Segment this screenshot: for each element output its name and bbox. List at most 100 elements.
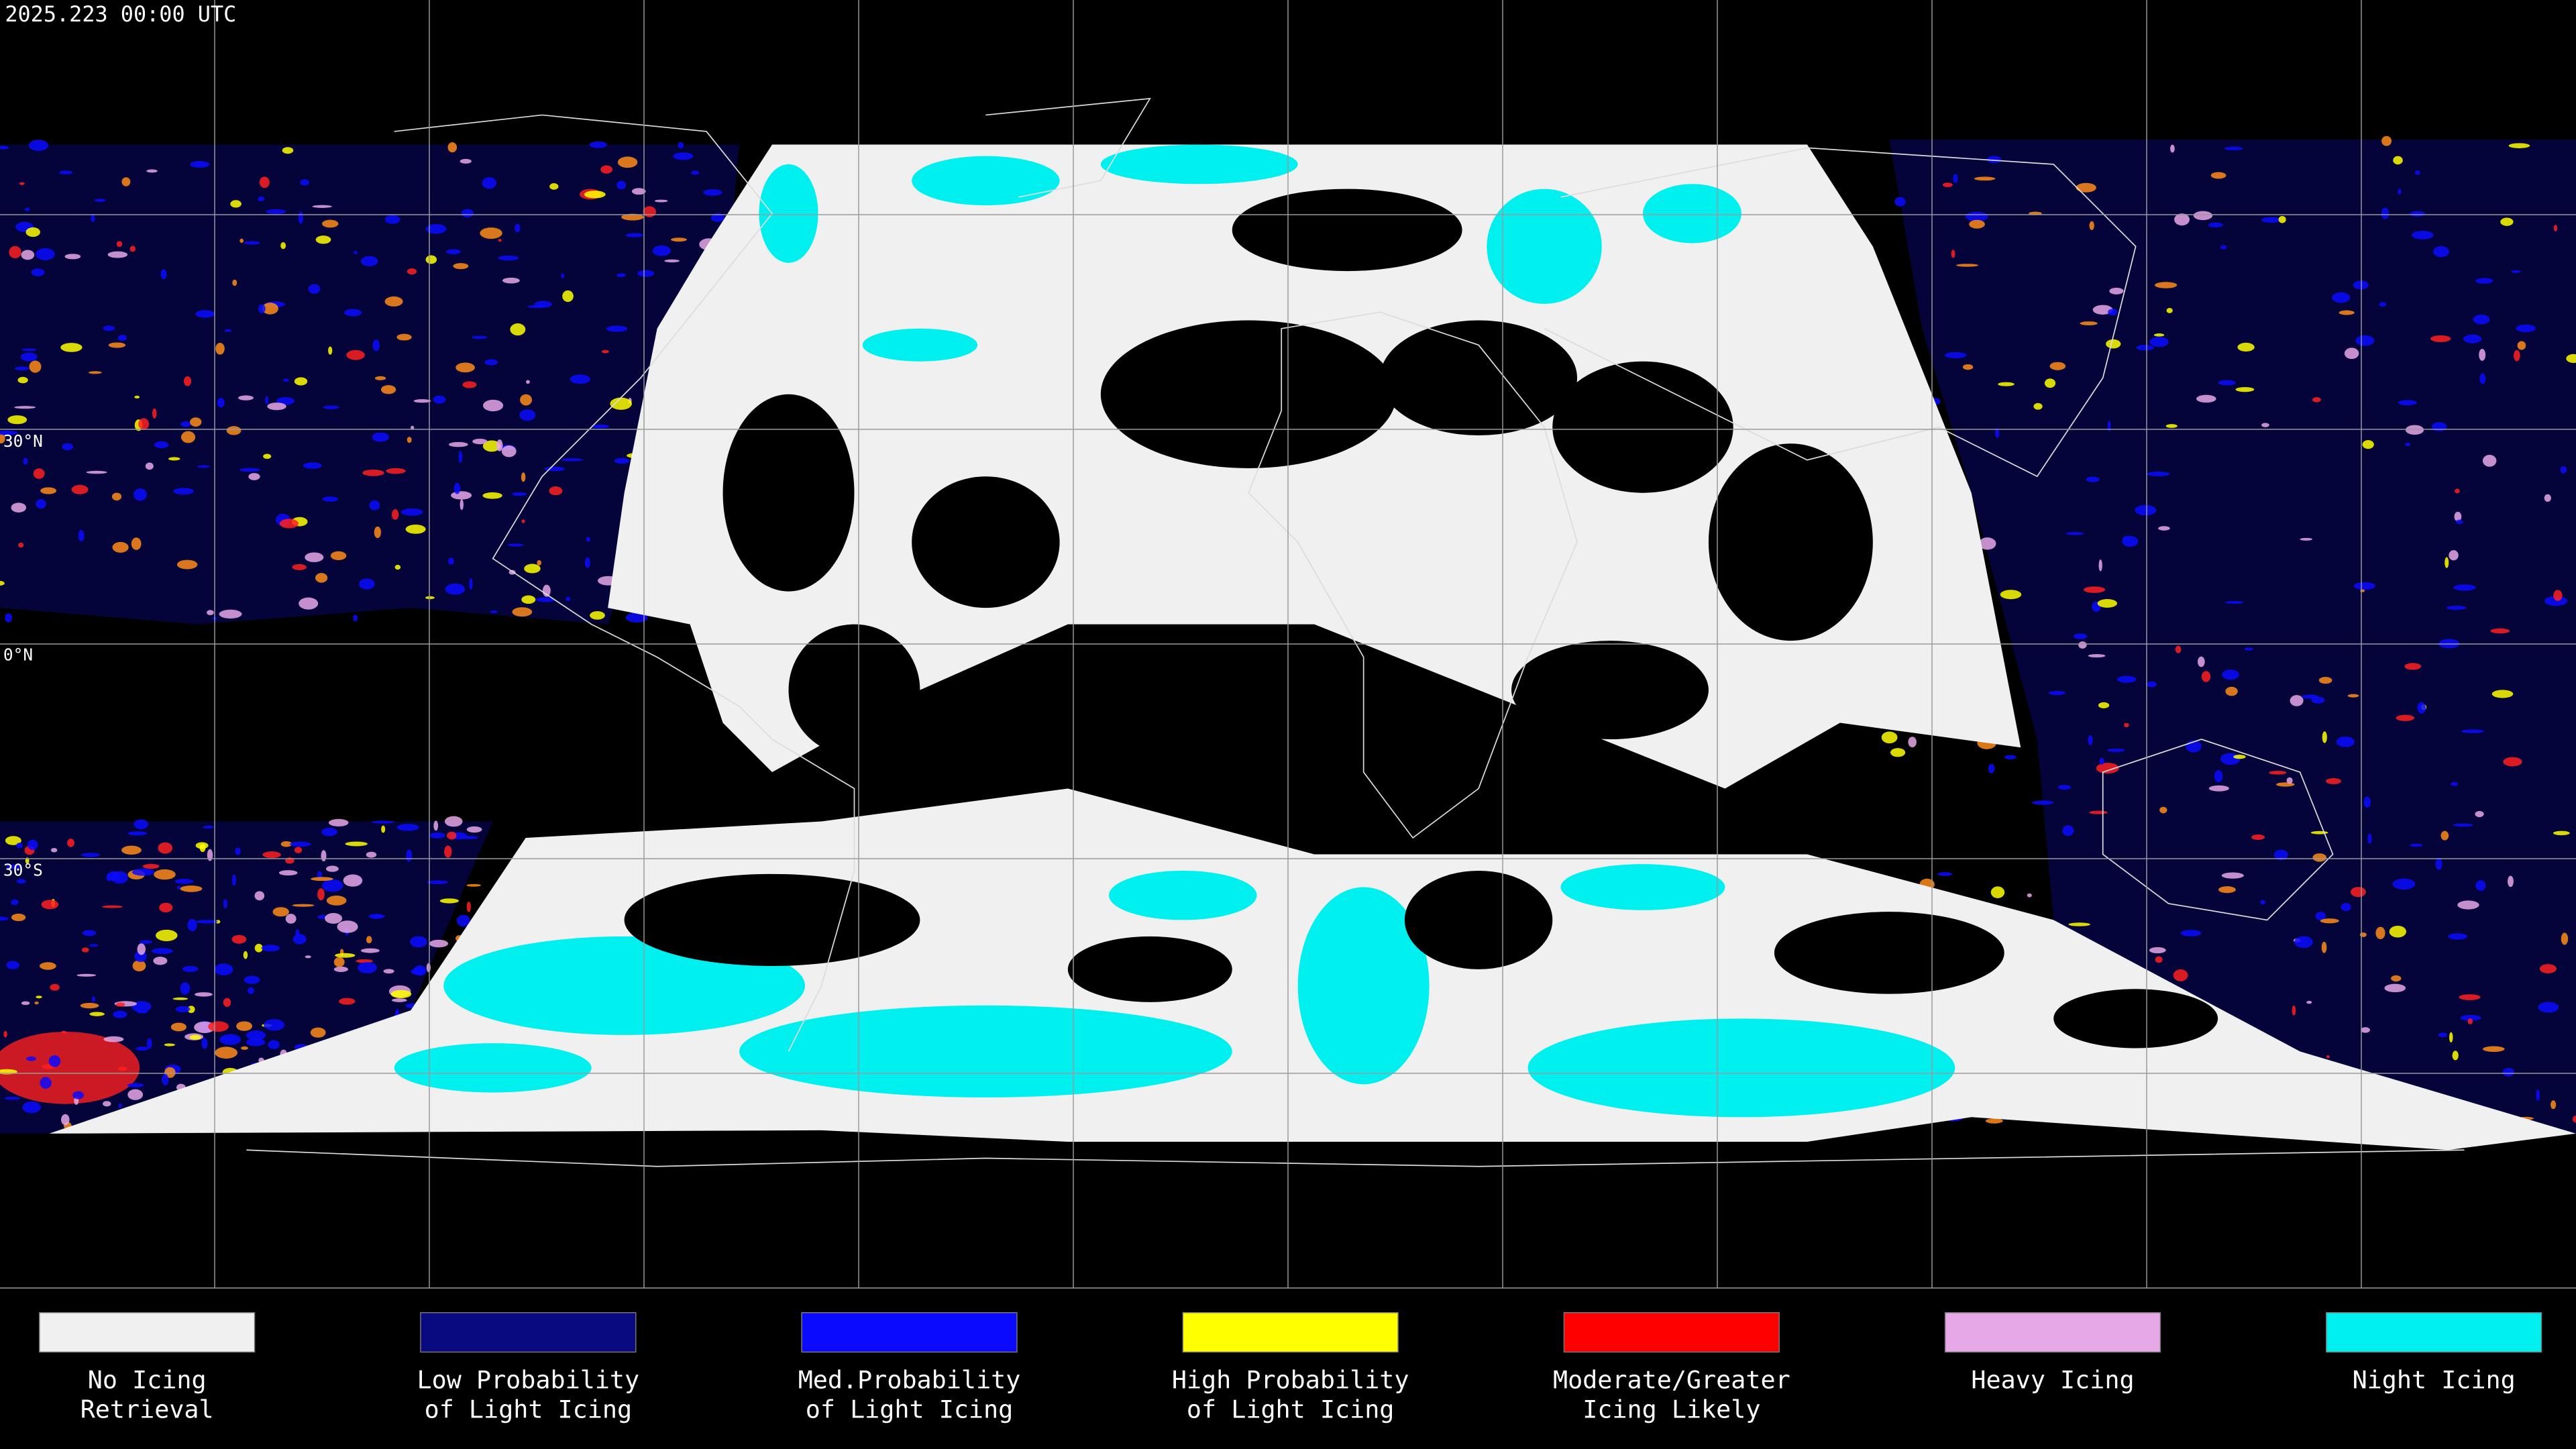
icing-speckle	[21, 250, 35, 260]
icing-speckle	[266, 209, 286, 214]
icing-speckle	[2180, 930, 2202, 936]
icing-speckle	[2098, 559, 2102, 572]
icing-speckle	[196, 920, 218, 924]
icing-speckle	[2475, 810, 2484, 818]
icing-speckle	[360, 256, 378, 266]
icing-speckle	[174, 879, 194, 884]
icing-speckle	[2440, 830, 2449, 841]
icing-speckle	[549, 486, 563, 496]
icing-speckle	[2122, 536, 2139, 547]
icing-speckle	[322, 219, 339, 228]
icing-speckle	[515, 223, 521, 233]
icing-speckle	[337, 920, 358, 933]
icing-speckle	[88, 371, 102, 374]
icing-speckle	[2032, 800, 2053, 805]
icing-speckle	[466, 883, 481, 887]
icing-speckle	[2173, 969, 2188, 981]
icing-speckle	[2290, 695, 2304, 706]
icing-speckle	[2233, 754, 2246, 759]
icing-speckle	[333, 957, 345, 967]
icing-speckle	[129, 246, 136, 252]
icing-speckle	[16, 842, 23, 849]
icing-speckle	[25, 227, 40, 237]
icing-speckle	[226, 426, 241, 435]
icing-speckle	[0, 433, 5, 443]
icing-speckle	[2452, 1051, 2459, 1061]
icing-speckle	[2539, 964, 2557, 974]
icing-speckle	[61, 1114, 70, 1126]
icing-speckle	[472, 335, 488, 339]
icing-speckle	[115, 1002, 125, 1007]
icing-speckle	[254, 943, 263, 953]
icing-speckle	[385, 215, 400, 224]
icing-speckle	[2414, 170, 2420, 175]
icing-speckle	[217, 397, 225, 408]
icing-speckle	[190, 417, 202, 427]
icing-speckle	[136, 1046, 149, 1051]
icing-speckle	[127, 831, 148, 836]
icing-speckle	[36, 499, 46, 509]
legend-swatch	[1182, 1312, 1399, 1353]
icing-speckle	[333, 966, 348, 972]
icing-speckle	[429, 939, 449, 948]
icing-speckle	[2106, 748, 2125, 752]
legend-label: Heavy Icing	[1971, 1365, 2134, 1394]
icing-speckle	[2000, 590, 2022, 600]
icing-speckle	[64, 254, 81, 260]
legend-label: Night Icing	[2353, 1365, 2516, 1394]
icing-speckle	[2445, 557, 2449, 568]
icing-speckle	[2384, 983, 2406, 993]
icing-speckle	[2502, 1067, 2515, 1077]
icing-speckle	[2044, 378, 2056, 388]
icing-speckle	[139, 940, 153, 944]
icing-speckle	[40, 487, 57, 494]
icing-speckle	[127, 1083, 144, 1087]
icing-speckle	[182, 965, 199, 972]
icing-speckle	[2455, 488, 2460, 494]
icing-speckle	[21, 1001, 30, 1006]
icing-speckle	[172, 997, 189, 1000]
icing-speckle	[29, 360, 42, 373]
icing-speckle	[248, 473, 260, 480]
icing-speckle	[566, 596, 571, 602]
icing-speckle	[2479, 373, 2486, 384]
icing-speckle	[195, 992, 213, 997]
icing-speckle	[2136, 344, 2154, 351]
icing-speckle	[447, 831, 457, 840]
icing-speckle	[154, 869, 176, 880]
icing-speckle	[2449, 1032, 2453, 1043]
icing-speckle	[586, 537, 591, 542]
icing-speckle	[2536, 1089, 2540, 1102]
icing-speckle	[2220, 245, 2227, 250]
icing-speckle	[312, 205, 332, 208]
icing-speckle	[425, 223, 447, 234]
icing-speckle	[2155, 282, 2178, 288]
icing-speckle	[223, 899, 228, 909]
icing-speckle	[374, 376, 386, 380]
icing-speckle	[244, 241, 260, 245]
icing-speckle	[512, 607, 533, 617]
icing-speckle	[2566, 354, 2576, 364]
icing-speckle	[34, 1001, 39, 1005]
icing-speckle	[369, 500, 380, 511]
icing-speckle	[317, 871, 323, 879]
icing-speckle	[2147, 472, 2170, 476]
icing-speckle	[444, 845, 452, 858]
icing-speckle	[433, 820, 439, 831]
icing-speckle	[328, 346, 333, 355]
icing-speckle	[590, 611, 605, 620]
icing-speckle	[2553, 830, 2570, 836]
icing-speckle	[561, 273, 565, 278]
icing-speckle	[472, 438, 488, 445]
icing-speckle	[305, 552, 324, 563]
icing-speckle	[289, 841, 311, 847]
icing-speckle	[2193, 211, 2213, 221]
icing-speckle	[15, 366, 30, 371]
icing-speckle	[113, 1010, 127, 1018]
icing-speckle	[20, 352, 38, 362]
icing-speckle	[2221, 872, 2244, 879]
icing-speckle	[2237, 342, 2255, 352]
icing-speckle	[2475, 880, 2486, 892]
